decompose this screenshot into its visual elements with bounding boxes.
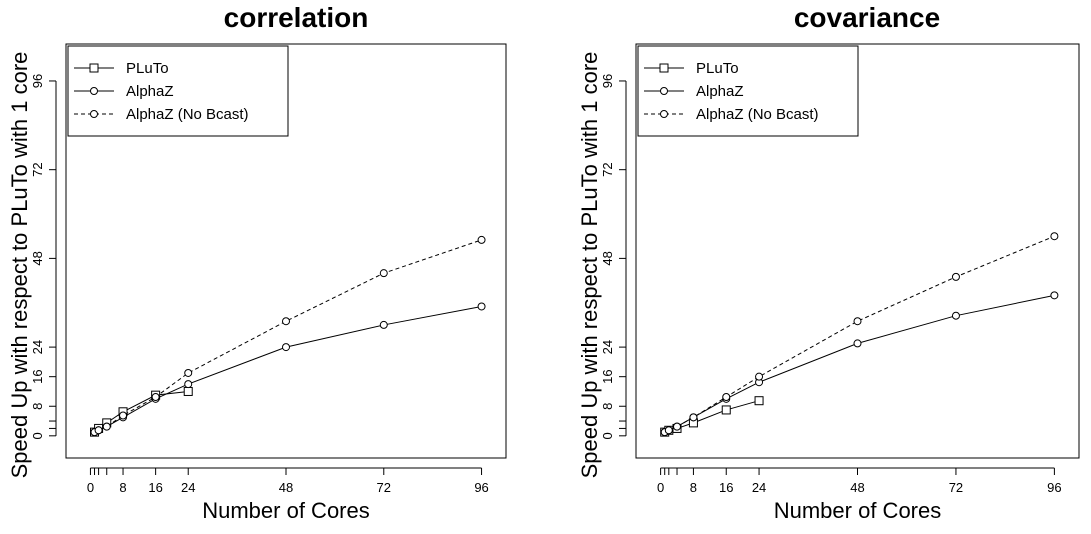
y-tick-label: 72 <box>30 162 45 176</box>
plot-frame <box>635 43 1080 459</box>
chart-title: covariance <box>794 2 940 33</box>
plot-frame <box>65 43 507 459</box>
series-AlphaZ (No Bcast) <box>660 232 1059 437</box>
x-tick-label: 72 <box>377 480 391 495</box>
data-point <box>853 339 862 348</box>
data-point <box>673 422 682 431</box>
data-point <box>755 372 764 381</box>
legend-label: AlphaZ <box>696 83 744 100</box>
legend-label: PLuTo <box>696 60 739 77</box>
x-tick-label: 0 <box>657 480 664 495</box>
x-tick-label: 8 <box>119 480 126 495</box>
x-axis-label: Number of Cores <box>202 498 370 523</box>
series-AlphaZ (No Bcast) <box>90 235 486 437</box>
data-point <box>951 272 960 281</box>
data-point <box>94 426 103 435</box>
legend-marker <box>90 110 98 118</box>
data-point <box>721 405 731 415</box>
data-point <box>477 235 486 244</box>
x-tick-label: 96 <box>1047 480 1061 495</box>
y-tick-label: 0 <box>30 432 45 439</box>
x-tick-label: 0 <box>87 480 94 495</box>
data-point <box>379 269 388 278</box>
x-tick-label: 24 <box>181 480 195 495</box>
x-tick-label: 24 <box>752 480 766 495</box>
legend-marker <box>89 63 99 73</box>
data-point <box>477 302 486 311</box>
legend: PLuTo AlphaZ AlphaZ (No Bcast) <box>67 45 289 137</box>
chart-panel-covariance: covariance 0 8 16 24 48 72 96 Number of Cores 0 8 1… <box>577 2 1080 523</box>
legend: PLuTo AlphaZ AlphaZ (No Bcast) <box>637 45 859 137</box>
series-line <box>94 239 482 433</box>
x-tick-label: 48 <box>279 480 293 495</box>
data-point <box>183 386 193 396</box>
y-tick-label: 96 <box>600 74 615 88</box>
y-tick-label: 16 <box>600 369 615 383</box>
y-tick-label: 24 <box>600 340 615 354</box>
chart-title: correlation <box>224 2 369 33</box>
data-point <box>689 413 698 422</box>
x-tick-label: 16 <box>148 480 162 495</box>
legend-marker <box>660 110 668 118</box>
data-point <box>1050 232 1059 241</box>
y-tick-label: 48 <box>600 251 615 265</box>
x-axis-label: Number of Cores <box>774 498 942 523</box>
data-point <box>119 411 128 420</box>
data-point <box>151 393 160 402</box>
series-line <box>664 235 1055 433</box>
data-point <box>853 317 862 326</box>
y-tick-label: 96 <box>30 74 45 88</box>
legend-label: AlphaZ (No Bcast) <box>696 106 819 123</box>
data-point <box>951 311 960 320</box>
series-line <box>94 305 482 433</box>
legend-label: AlphaZ (No Bcast) <box>126 106 249 123</box>
data-point <box>282 317 290 326</box>
y-tick-label: 72 <box>600 162 615 176</box>
y-tick-label: 0 <box>600 432 615 439</box>
data-point <box>664 426 673 435</box>
series-AlphaZ <box>660 291 1059 437</box>
legend-label: PLuTo <box>126 60 169 77</box>
y-tick-label: 8 <box>30 403 45 410</box>
legend-marker <box>90 87 98 95</box>
chart-panel-correlation: correlation 0 8 16 24 48 72 96 Number of Cores 0 8… <box>7 2 507 523</box>
legend-label: AlphaZ <box>126 83 174 100</box>
data-point <box>184 380 193 389</box>
y-tick-label: 48 <box>30 251 45 265</box>
y-axis-label: Speed Up with respect to PLuTo with 1 co… <box>7 52 32 479</box>
data-point <box>1050 291 1059 300</box>
y-tick-label: 8 <box>600 403 615 410</box>
data-point <box>722 393 731 402</box>
data-point <box>184 368 193 377</box>
legend-marker <box>660 87 668 95</box>
legend-marker <box>659 63 669 73</box>
data-point <box>282 343 290 352</box>
data-point <box>379 320 388 329</box>
y-tick-label: 24 <box>30 340 45 354</box>
x-tick-label: 48 <box>850 480 864 495</box>
y-axis-label: Speed Up with respect to PLuTo with 1 co… <box>577 52 602 479</box>
y-tick-label: 16 <box>30 369 45 383</box>
x-tick-label: 8 <box>690 480 697 495</box>
data-point <box>102 422 111 431</box>
x-tick-label: 16 <box>719 480 733 495</box>
x-tick-label: 72 <box>949 480 963 495</box>
data-point <box>754 396 764 406</box>
x-tick-label: 96 <box>474 480 488 495</box>
